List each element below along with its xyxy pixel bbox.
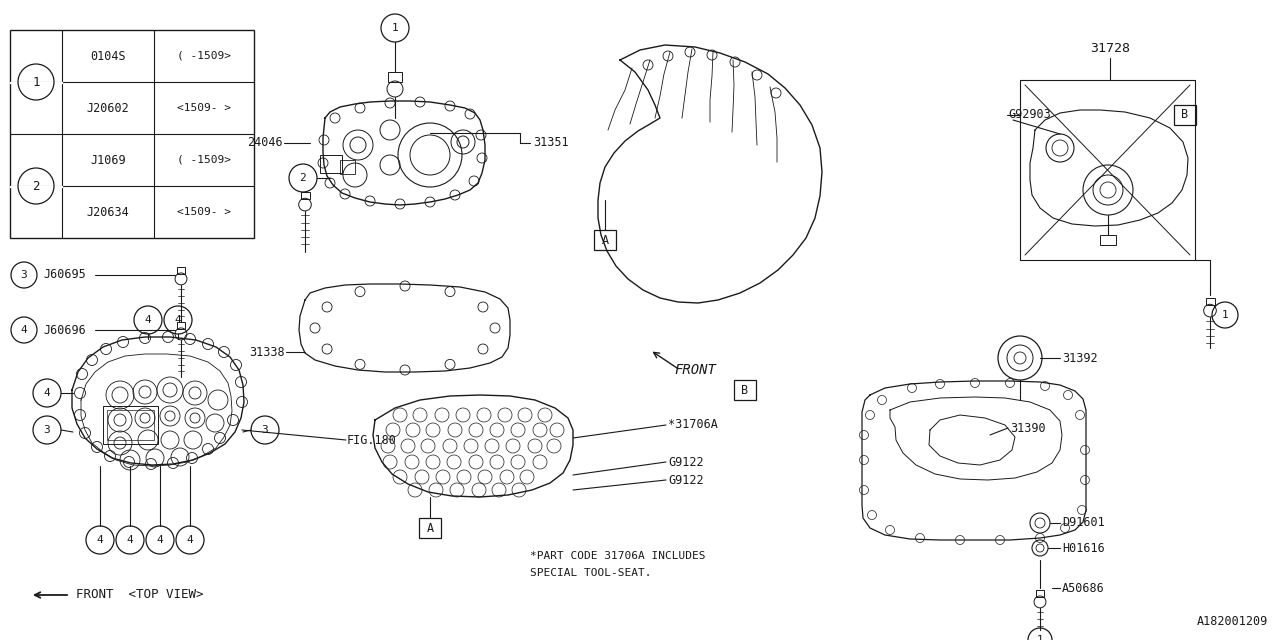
Bar xyxy=(10,81,61,83)
Text: <1509- >: <1509- > xyxy=(177,103,230,113)
Bar xyxy=(419,518,442,538)
Bar xyxy=(1036,590,1044,596)
Text: A50686: A50686 xyxy=(1062,582,1105,595)
Bar xyxy=(340,160,355,174)
Text: 2: 2 xyxy=(32,179,40,193)
Text: 4: 4 xyxy=(44,388,50,398)
Text: 3: 3 xyxy=(44,425,50,435)
Text: 1: 1 xyxy=(1037,635,1043,640)
Text: 31390: 31390 xyxy=(1010,422,1046,435)
Text: 4: 4 xyxy=(156,535,164,545)
Text: J20634: J20634 xyxy=(87,205,129,218)
Text: A: A xyxy=(602,234,608,246)
Bar xyxy=(1174,105,1196,125)
Bar xyxy=(733,380,756,400)
Bar xyxy=(320,155,342,173)
Text: 3: 3 xyxy=(261,425,269,435)
Text: 4: 4 xyxy=(187,535,193,545)
Text: SPECIAL TOOL-SEAT.: SPECIAL TOOL-SEAT. xyxy=(530,568,652,578)
Bar xyxy=(10,30,253,238)
Text: A182001209: A182001209 xyxy=(1197,615,1268,628)
Text: B: B xyxy=(1181,109,1189,122)
Text: FRONT: FRONT xyxy=(675,363,716,377)
Text: 2: 2 xyxy=(300,173,306,183)
Text: G92903: G92903 xyxy=(1009,109,1051,122)
Text: B: B xyxy=(741,383,749,397)
Text: ( -1509>: ( -1509> xyxy=(177,155,230,165)
Text: G9122: G9122 xyxy=(668,456,704,468)
Bar xyxy=(594,230,616,250)
Text: *PART CODE 31706A INCLUDES: *PART CODE 31706A INCLUDES xyxy=(530,551,705,561)
Text: 4: 4 xyxy=(96,535,104,545)
Text: 31338: 31338 xyxy=(250,346,285,358)
Bar xyxy=(177,267,186,274)
Text: 31392: 31392 xyxy=(1062,351,1098,365)
Text: <1509- >: <1509- > xyxy=(177,207,230,217)
Text: D91601: D91601 xyxy=(1062,516,1105,529)
Bar xyxy=(1100,235,1116,245)
Text: H01616: H01616 xyxy=(1062,541,1105,554)
Text: 0104S: 0104S xyxy=(90,49,125,63)
Text: J20602: J20602 xyxy=(87,102,129,115)
Text: 1: 1 xyxy=(32,76,40,88)
Bar xyxy=(1206,298,1215,305)
Text: 31728: 31728 xyxy=(1091,42,1130,54)
Text: J60695: J60695 xyxy=(44,269,86,282)
Text: 1: 1 xyxy=(1221,310,1229,320)
Text: 24046: 24046 xyxy=(247,136,283,150)
Text: 4: 4 xyxy=(174,315,182,325)
Text: ( -1509>: ( -1509> xyxy=(177,51,230,61)
Bar xyxy=(301,192,310,199)
Text: FRONT  <TOP VIEW>: FRONT <TOP VIEW> xyxy=(76,589,204,602)
Text: 31351: 31351 xyxy=(532,136,568,150)
Bar xyxy=(102,406,157,444)
Text: J1069: J1069 xyxy=(90,154,125,166)
Text: A: A xyxy=(426,522,434,534)
Bar xyxy=(177,322,186,329)
Text: *31706A: *31706A xyxy=(668,419,718,431)
Text: 4: 4 xyxy=(127,535,133,545)
Bar xyxy=(388,72,402,82)
Text: J60696: J60696 xyxy=(44,323,86,337)
Text: FIG.180: FIG.180 xyxy=(347,433,397,447)
Text: G9122: G9122 xyxy=(668,474,704,486)
Text: 4: 4 xyxy=(145,315,151,325)
Bar xyxy=(108,410,154,440)
Text: 4: 4 xyxy=(20,325,27,335)
Text: 1: 1 xyxy=(392,23,398,33)
Text: 3: 3 xyxy=(20,270,27,280)
